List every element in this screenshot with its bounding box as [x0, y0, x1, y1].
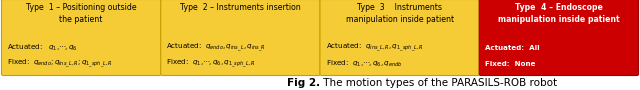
Text: Fixed:  None: Fixed: None: [484, 61, 535, 67]
Text: Type  2 – Instruments insertion: Type 2 – Instruments insertion: [180, 4, 301, 13]
Text: Actuated:   $q_1,\!\cdots\!,q_6$: Actuated: $q_1,\!\cdots\!,q_6$: [7, 43, 78, 53]
Text: Fig 2.: Fig 2.: [287, 78, 320, 88]
Text: Actuated:  $q_{endo}, q_{ins\_L}, q_{ins\_R}$: Actuated: $q_{endo}, q_{ins\_L}, q_{ins\…: [166, 42, 266, 54]
Text: Type  1 – Positioning outside
the patient: Type 1 – Positioning outside the patient: [26, 4, 136, 24]
FancyBboxPatch shape: [320, 0, 479, 76]
FancyBboxPatch shape: [161, 0, 320, 76]
Text: Type  4 – Endoscope
manipulation inside patient: Type 4 – Endoscope manipulation inside p…: [498, 4, 620, 24]
FancyBboxPatch shape: [1, 0, 161, 76]
Text: Type  3    Instruments
manipulation inside patient: Type 3 Instruments manipulation inside p…: [346, 4, 454, 24]
Text: Actuated:  $q_{ins\_L,R}, q_{1\_sph\_L,R}$: Actuated: $q_{ins\_L,R}, q_{1\_sph\_L,R}…: [326, 42, 423, 54]
Text: Actuated:  All: Actuated: All: [484, 45, 540, 51]
Text: The motion types of the PARASILS-ROB robot: The motion types of the PARASILS-ROB rob…: [320, 78, 557, 88]
Text: Fixed:  $q_1,\!\cdots\!,q_6, q_{1\_sph\_L,R}$: Fixed: $q_1,\!\cdots\!,q_6, q_{1\_sph\_L…: [166, 58, 256, 70]
FancyBboxPatch shape: [479, 0, 639, 76]
Text: Fixed:  $q_1,\!\cdots\!,q_6, q_{endb}$: Fixed: $q_1,\!\cdots\!,q_6, q_{endb}$: [326, 59, 402, 69]
Text: Fixed:  $q_{endo}; q_{ins\_L,R}; q_{1\_sph\_L,R}$: Fixed: $q_{endo}; q_{ins\_L,R}; q_{1\_sp…: [7, 58, 113, 70]
